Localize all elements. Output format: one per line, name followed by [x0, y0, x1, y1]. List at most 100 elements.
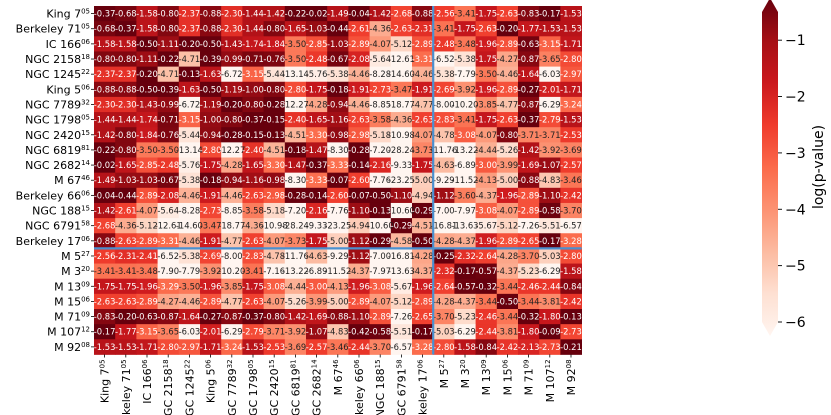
heatmap-cell	[200, 36, 222, 52]
heatmap-cell	[221, 51, 243, 67]
cell-value-label: -3.46	[560, 175, 582, 185]
heatmap-cell	[284, 248, 307, 264]
heatmap-cell	[454, 202, 476, 219]
heatmap-cell	[327, 293, 349, 310]
heatmap-cell	[242, 309, 264, 325]
cell-value-label: -3.69	[560, 145, 582, 155]
cell-value-label: -0.39	[157, 84, 179, 94]
heatmap-cell	[221, 278, 243, 295]
heatmap-cell	[412, 36, 434, 52]
column-label: NGC 778932	[226, 359, 239, 415]
heatmap-cell	[221, 112, 243, 128]
cell-value-label: -13.22	[282, 266, 309, 276]
heatmap-cell	[200, 293, 222, 310]
cell-value-label: -4.36	[242, 221, 264, 231]
heatmap-cell	[263, 112, 286, 128]
heatmap-cell	[433, 66, 455, 83]
cell-value-label: -28.24	[282, 221, 309, 231]
heatmap-cell	[94, 112, 116, 128]
cell-value-label: -0.80	[94, 54, 116, 64]
heatmap-cell	[390, 6, 413, 22]
cell-value-label: -3.71	[263, 327, 285, 337]
cell-value-label: -7.76	[369, 175, 391, 185]
cell-value-label: -5.64	[157, 206, 179, 216]
heatmap-cell	[539, 66, 561, 83]
cell-value-label: -0.57	[475, 266, 497, 276]
cell-value-label: -0.94	[200, 130, 222, 140]
cell-value-label: -2.63	[497, 9, 519, 19]
heatmap-cell	[200, 263, 222, 280]
cell-value-label: -1.84	[136, 130, 158, 140]
cell-value-label: -3.31	[157, 236, 179, 246]
cell-value-label: -2.30	[115, 99, 137, 109]
heatmap-cell	[178, 263, 201, 280]
cell-value-label: -1.71	[560, 84, 582, 94]
heatmap-cell	[242, 51, 264, 67]
heatmap-cell	[94, 263, 116, 280]
cell-value-label: -12.27	[282, 99, 309, 109]
heatmap-cell	[263, 66, 286, 83]
heatmap-cell	[94, 142, 116, 158]
heatmap-cell	[200, 187, 222, 204]
heatmap-cell	[348, 324, 370, 340]
heatmap-cell	[369, 293, 392, 310]
cell-value-label: -2.57	[560, 160, 582, 170]
cell-value-label: -3.70	[433, 312, 455, 322]
heatmap-cell	[390, 324, 413, 340]
heatmap-cell	[518, 202, 540, 219]
heatmap-cell	[433, 339, 455, 355]
heatmap-cell	[178, 324, 201, 340]
cell-value-label: -0.87	[518, 54, 540, 64]
cell-value-label: -2.13	[518, 342, 540, 352]
heatmap-cell	[136, 112, 158, 128]
cell-value-label: -4.77	[412, 99, 434, 109]
heatmap-cell	[496, 248, 519, 264]
cell-value-label: -0.67	[157, 175, 179, 185]
cell-value-label: -5.18	[263, 206, 285, 216]
cell-value-label: -4.44	[285, 281, 307, 291]
cell-value-label: -1.58	[94, 39, 116, 49]
heatmap-cell	[433, 278, 455, 295]
heatmap-cell	[539, 112, 561, 128]
heatmap-cell	[242, 21, 264, 37]
cell-value-label: -3.50	[179, 281, 201, 291]
heatmap-cell	[136, 6, 158, 22]
cell-value-label: -6.52	[157, 251, 179, 261]
heatmap-cell	[178, 36, 201, 52]
cell-value-label: -9.29	[327, 251, 349, 261]
cell-value-label: -2.41	[136, 251, 158, 261]
heatmap-cell	[306, 202, 328, 219]
row-label: M 7109	[54, 311, 90, 324]
heatmap-cell	[412, 6, 434, 22]
cell-value-label: -1.91	[200, 190, 222, 200]
heatmap-cell	[284, 187, 307, 204]
cell-value-label: -4.77	[497, 99, 519, 109]
cell-value-label: -5.23	[454, 312, 476, 322]
cell-value-label: -1.58	[136, 9, 158, 19]
cell-value-label: -0.50	[200, 84, 222, 94]
cell-value-label: -4.46	[348, 99, 370, 109]
cell-value-label: -4.71	[157, 69, 179, 79]
cell-value-label: -3.50	[136, 145, 158, 155]
heatmap-cell	[560, 233, 582, 249]
cell-value-label: -4.28	[412, 251, 434, 261]
cell-value-label: -6.72	[221, 69, 243, 79]
cell-value-label: -2.97	[179, 342, 201, 352]
heatmap-cell	[136, 127, 158, 143]
heatmap-cell	[369, 202, 392, 219]
cell-value-label: -3.08	[369, 281, 391, 291]
cell-value-label: -1.47	[285, 160, 307, 170]
heatmap-cell	[496, 293, 519, 310]
heatmap-cell	[242, 157, 264, 174]
heatmap-cell	[200, 218, 222, 234]
column-label: NGC 242015	[268, 359, 281, 415]
cell-value-label: -0.99	[221, 54, 243, 64]
cell-value-label: -1.65	[306, 115, 328, 125]
heatmap-cell	[115, 81, 137, 98]
heatmap-cell	[369, 66, 392, 83]
heatmap-cell	[390, 263, 413, 280]
cell-value-label: -3.92	[454, 84, 476, 94]
heatmap-cell	[306, 278, 328, 295]
row-label: NGC 778932	[25, 98, 90, 111]
heatmap-cell	[560, 51, 582, 67]
